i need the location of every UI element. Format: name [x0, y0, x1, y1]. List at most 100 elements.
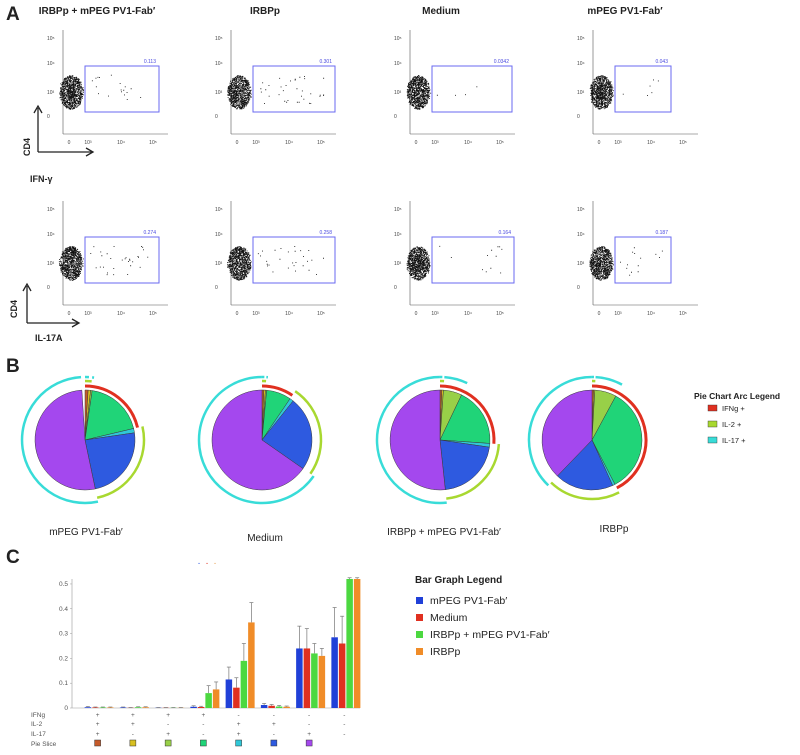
pie-arc [444, 375, 468, 385]
pie-slice [34, 389, 96, 491]
bar-cat-il17: + [237, 731, 241, 738]
bar-cat-il17: + [307, 731, 311, 738]
pie-arc [527, 375, 592, 487]
bar-cat-il2: - [343, 721, 345, 728]
bar-row-label: IL-2 [31, 721, 43, 728]
bar [296, 648, 303, 708]
flow-y-tick: 10⁵ [215, 207, 223, 213]
flow-gate [614, 65, 672, 113]
flow-column-title: IRBPp [250, 6, 280, 17]
flow-y-tick: 10³ [577, 90, 585, 96]
flow-gate-value: 0.043 [655, 59, 668, 65]
flow-x-tick: 10⁴ [647, 311, 655, 317]
bar-cat-il2: - [167, 721, 169, 728]
pie-slice [591, 395, 643, 485]
flow-x-tick: 10⁴ [285, 140, 293, 146]
flow-y-tick: 10³ [215, 90, 223, 96]
flow-x-tick: 10⁵ [317, 140, 325, 146]
flow-x-tick: 10⁴ [464, 140, 472, 146]
bar-y-tick: 0.3 [59, 631, 68, 638]
flow-gate [614, 236, 672, 284]
flow-x-tick: 10³ [84, 311, 92, 317]
flow-plot: 10⁵ 10⁴ 10³ 0 0 10³ 10⁴ 10⁵ 0.258 [215, 201, 336, 317]
flow-x-tick: 10³ [614, 311, 622, 317]
flow-axes-row2 [22, 282, 81, 328]
bar-cat-il17: + [96, 731, 100, 738]
pie-chart: IRBPp [527, 375, 648, 535]
flow-y-axis-label: CD4 [22, 138, 32, 156]
flow-y-tick: 0 [394, 285, 397, 291]
flow-x-tick: 0 [415, 140, 418, 146]
flow-x-tick: 10⁵ [679, 140, 687, 146]
flow-y-tick: 0 [215, 285, 218, 291]
flow-y-tick: 0 [394, 114, 397, 120]
bar-legend-label: mPEG PV1-Fab′ [430, 595, 507, 607]
flow-y-tick: 10⁵ [394, 36, 402, 42]
flow-gate [252, 236, 336, 284]
bar [212, 689, 220, 708]
flow-x-tick: 0 [68, 140, 71, 146]
flow-y-tick: 0 [47, 114, 50, 120]
bar-legend-swatch [416, 614, 423, 621]
flow-events [406, 75, 478, 110]
flow-x-tick: 10³ [431, 140, 439, 146]
pie-arc [84, 384, 140, 428]
flow-y-tick: 10⁵ [577, 36, 585, 42]
pie-arc [96, 426, 146, 499]
flow-x-tick: 10³ [252, 311, 260, 317]
flow-plot: 10⁵ 10⁴ 10³ 0 0 10³ 10⁴ 10⁵ 0.113 [47, 30, 168, 146]
pie-legend-title: Pie Chart Arc Legend [694, 391, 780, 401]
bar [275, 706, 283, 708]
flow-x-tick: 0 [236, 140, 239, 146]
pie-legend-label: IFNg + [722, 404, 745, 413]
flow-plot: 10⁵ 10⁴ 10³ 0 0 10³ 10⁴ 10⁵ 0.043 [577, 30, 698, 146]
bar [283, 706, 290, 708]
bar-pie-slice-swatch [94, 739, 101, 747]
flow-x-tick: 10⁵ [496, 311, 504, 317]
bar-legend-label: IRBPp + mPEG PV1-Fab′ [430, 629, 550, 641]
pie-slice [439, 439, 490, 490]
pie-chart: mPEG PV1-Fab′ [20, 375, 146, 538]
bar-cat-il2: + [96, 721, 100, 728]
flow-gate [431, 65, 513, 113]
bar [260, 705, 268, 708]
bar-cat-il17: + [166, 731, 170, 738]
pie-label: IRBPp + mPEG PV1-Fab′ [387, 527, 501, 538]
pie-arc-legend: Pie Chart Arc Legend IFNg + IL-2 + IL-17… [694, 391, 780, 445]
flow-plot: 10⁵ 10⁴ 10³ 0 0 10³ 10⁴ 10⁵ 0.187 [577, 201, 698, 317]
pie-arc [591, 384, 648, 490]
flow-y-tick: 10³ [394, 90, 402, 96]
pie-label: IRBPp [600, 524, 629, 535]
bar-pie-slice-swatch [200, 739, 207, 747]
bar [233, 687, 240, 708]
flow-y-tick: 10⁴ [394, 232, 402, 238]
flow-y-tick: 10⁵ [215, 36, 223, 42]
flow-x-tick: 10³ [252, 140, 260, 146]
bar-y-tick: 0.4 [59, 606, 68, 613]
bar [338, 643, 346, 708]
flow-x-tick: 10⁵ [149, 311, 157, 317]
bar-y-tick: 0.5 [59, 581, 68, 588]
flow-gate-value: 0.113 [144, 59, 156, 65]
flow-plot: 10⁵ 10⁴ 10³ 0 0 10³ 10⁴ 10⁵ 0.164 [394, 201, 515, 317]
bar-row-label: IL-17 [31, 731, 46, 738]
bar-cat-ifng: + [96, 712, 100, 719]
flow-y-tick: 10³ [215, 261, 223, 267]
flow-gate-value: 0.274 [143, 230, 156, 236]
pie-legend-label: IL-17 + [722, 436, 746, 445]
bar-cat-ifng: - [273, 712, 275, 719]
flow-y-axis-label: CD4 [9, 300, 19, 318]
pie-label: mPEG PV1-Fab′ [49, 527, 123, 538]
panel-b-label: B [6, 356, 20, 377]
bar-cat-il17: - [273, 731, 275, 738]
flow-x-tick: 10⁴ [117, 140, 125, 146]
bar-cat-il2: + [131, 721, 135, 728]
flow-y-tick: 0 [47, 285, 50, 291]
pie-legend-swatch [707, 420, 718, 428]
bar [134, 707, 142, 708]
bar [84, 707, 92, 708]
bar [268, 705, 275, 708]
bar [311, 653, 318, 708]
flow-y-tick: 10⁴ [394, 61, 402, 67]
pie-arc [446, 443, 501, 500]
